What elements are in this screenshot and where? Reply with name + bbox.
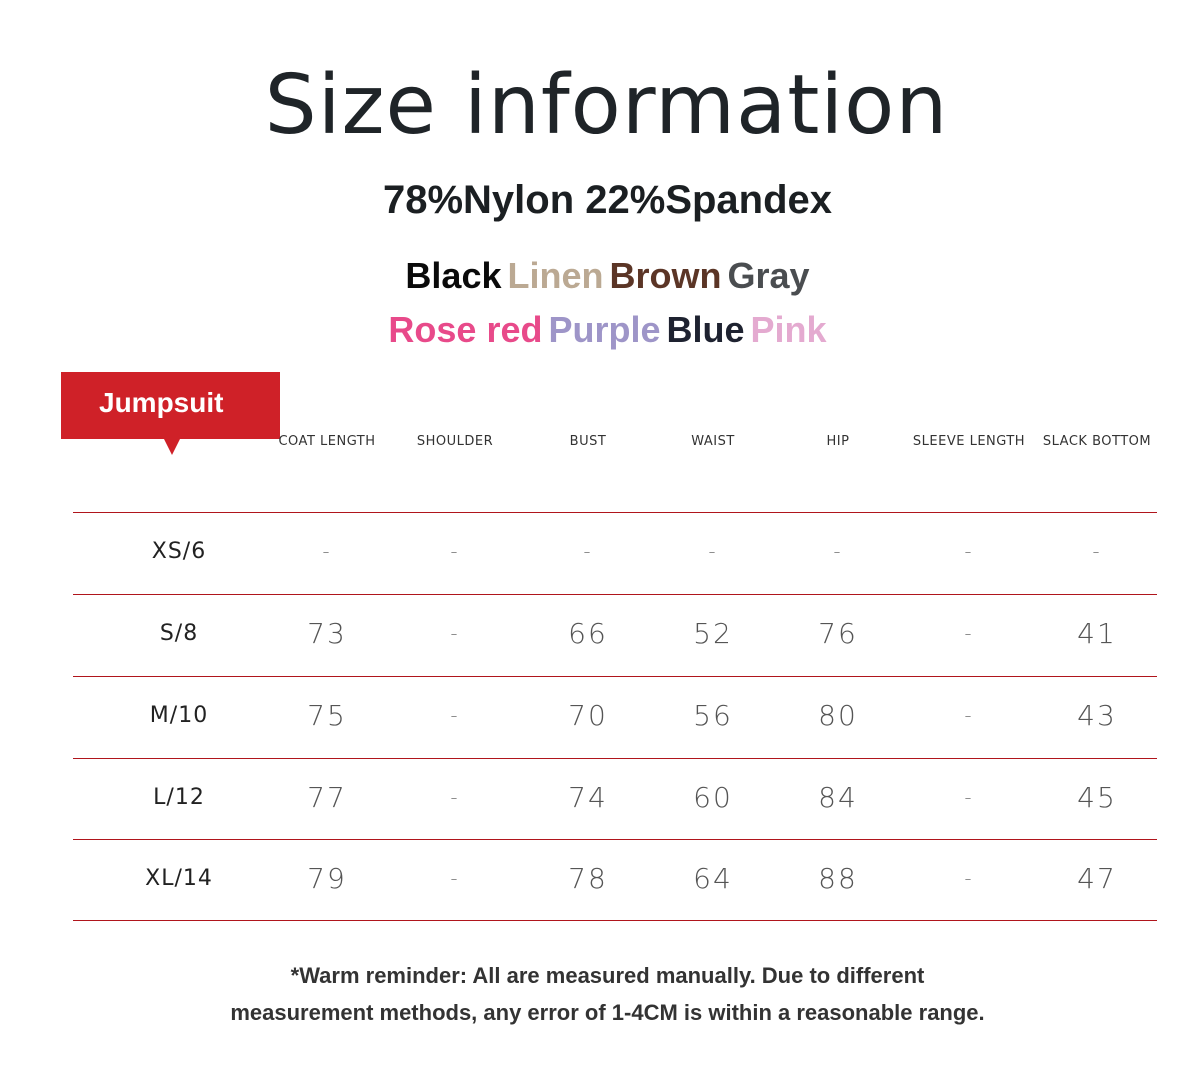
table-cell: 77 — [307, 780, 347, 814]
table-cell: - — [964, 703, 974, 727]
size-label: L/12 — [153, 784, 205, 810]
material-composition: 78%Nylon 22%Spandex — [382, 178, 833, 222]
row-divider — [73, 594, 1157, 595]
size-label: M/10 — [149, 703, 209, 728]
column-header: SLACK BOTTOM — [1042, 434, 1152, 449]
table-cell: 47 — [1077, 861, 1117, 895]
table-cell: - — [450, 865, 460, 890]
row-divider — [73, 676, 1157, 677]
row-divider — [73, 512, 1157, 513]
table-cell: - — [450, 621, 460, 645]
table-cell: 56 — [693, 699, 733, 732]
table-cell: - — [583, 539, 593, 563]
table-cell: 45 — [1077, 780, 1117, 814]
table-cell: - — [450, 784, 460, 809]
color-name-gray: Gray — [727, 255, 810, 296]
color-name-linen: Linen — [507, 255, 604, 296]
table-cell: - — [322, 539, 332, 563]
table-cell: - — [450, 703, 460, 727]
row-divider — [73, 920, 1157, 921]
column-header: COAT LENGTH — [278, 434, 376, 449]
color-name-pink: Pink — [750, 309, 827, 350]
category-tag: Jumpsuit — [61, 372, 280, 439]
table-cell: 43 — [1077, 699, 1117, 732]
table-cell: - — [964, 784, 974, 809]
table-cell: 84 — [818, 780, 858, 814]
color-name-blue: Blue — [666, 309, 745, 350]
color-list-row-1: Black Linen Brown Gray — [0, 255, 1200, 297]
table-cell: 88 — [818, 861, 858, 895]
table-cell: - — [964, 621, 974, 645]
note-line-2: measurement methods, any error of 1-4CM … — [230, 1000, 985, 1025]
color-name-purple: Purple — [548, 309, 661, 350]
table-cell: - — [964, 865, 974, 890]
category-tag-pointer — [164, 439, 180, 455]
color-name-brown: Brown — [609, 255, 722, 296]
size-label: XS/6 — [151, 539, 207, 564]
column-header: WAIST — [691, 434, 735, 449]
table-cell: 76 — [818, 617, 858, 650]
table-cell: 75 — [307, 699, 347, 732]
row-divider — [73, 839, 1157, 840]
column-header: SLEEVE LENGTH — [912, 434, 1026, 449]
color-name-black: Black — [405, 255, 502, 296]
table-cell: 64 — [693, 861, 733, 895]
page-title: Size information — [264, 58, 949, 153]
column-header: HIP — [826, 434, 850, 449]
row-divider — [73, 758, 1157, 759]
table-cell: 73 — [307, 617, 347, 650]
table-cell: 66 — [568, 617, 608, 650]
table-cell: 78 — [568, 861, 608, 895]
table-cell: - — [450, 539, 460, 563]
table-cell: 60 — [693, 780, 733, 814]
table-cell: 79 — [307, 861, 347, 895]
column-header: BUST — [569, 434, 607, 449]
size-label: XL/14 — [145, 865, 213, 891]
table-cell: - — [833, 539, 843, 563]
table-cell: - — [964, 539, 974, 563]
table-cell: 74 — [568, 780, 608, 814]
color-list-row-2: Rose red Purple Blue Pink — [0, 309, 1200, 351]
color-name-rose-red: Rose red — [388, 309, 543, 350]
table-cell: 70 — [568, 699, 608, 732]
column-header: SHOULDER — [416, 434, 494, 449]
size-label: S/8 — [159, 621, 199, 646]
table-cell: - — [708, 539, 718, 563]
table-cell: 80 — [818, 699, 858, 732]
table-cell: 52 — [693, 617, 733, 650]
table-cell: - — [1092, 539, 1102, 563]
table-cell: 41 — [1077, 617, 1117, 650]
note-line-1: *Warm reminder: All are measured manuall… — [290, 963, 925, 988]
